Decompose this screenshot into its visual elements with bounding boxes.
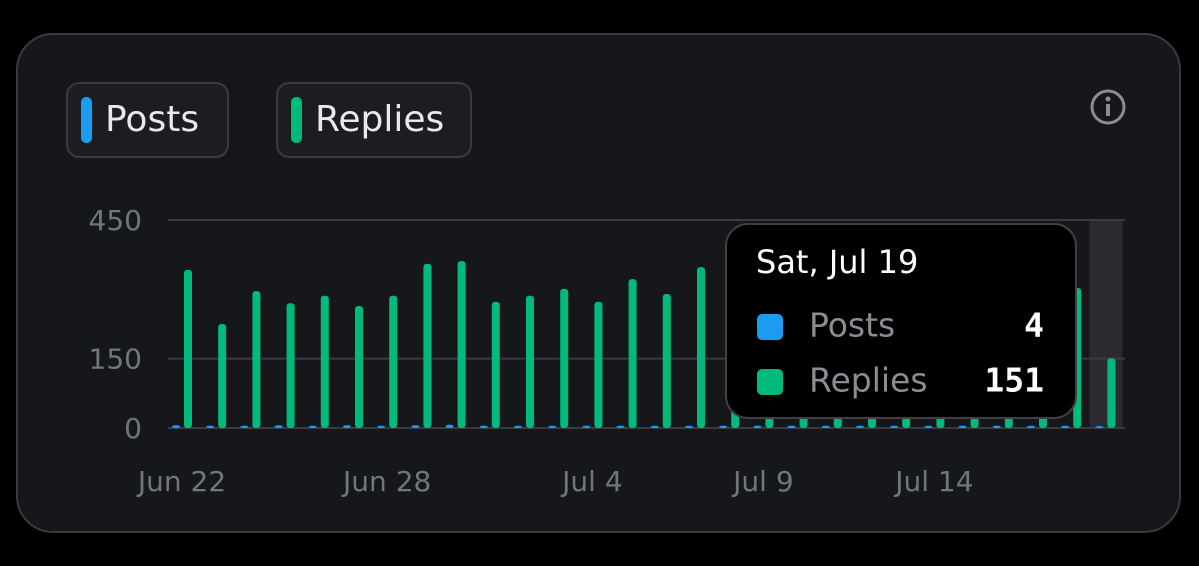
bar — [389, 295, 398, 428]
bar — [856, 425, 864, 428]
bar — [958, 425, 967, 428]
x-tick-label: Jul 4 — [560, 465, 623, 498]
legend-label[interactable]: Posts — [105, 99, 199, 140]
legend-replies[interactable]: Replies — [276, 82, 472, 158]
bar — [308, 425, 317, 428]
bar — [582, 425, 591, 428]
bar — [479, 425, 488, 428]
bar — [355, 305, 363, 428]
bar — [240, 425, 249, 428]
legend-label[interactable]: Replies — [315, 99, 444, 140]
bar — [753, 425, 762, 428]
bar — [320, 295, 329, 428]
bar — [1027, 425, 1035, 428]
bar — [172, 425, 180, 428]
tooltip-value: 4 — [1024, 306, 1044, 345]
bar — [252, 291, 261, 428]
bar — [445, 424, 454, 428]
y-tick-label: 150 — [89, 343, 142, 376]
bar — [662, 293, 671, 428]
x-tick-label: Jun 22 — [136, 465, 226, 498]
bar — [206, 425, 215, 428]
y-tick-label: 0 — [124, 412, 142, 445]
bar — [890, 425, 899, 428]
bar — [628, 279, 637, 428]
bar — [650, 425, 659, 428]
hover-band — [1089, 220, 1123, 428]
bar — [787, 425, 796, 428]
bar — [1095, 426, 1104, 428]
bar — [1107, 358, 1116, 428]
bar — [924, 425, 933, 428]
x-tick-label: Jul 14 — [893, 465, 973, 498]
legend-swatch — [81, 97, 92, 143]
y-tick-label: 450 — [89, 204, 142, 237]
bar — [594, 301, 603, 428]
legend-swatch — [291, 97, 302, 143]
bar — [548, 425, 557, 428]
bar — [514, 425, 522, 428]
tooltip-swatch — [757, 314, 783, 340]
info-icon[interactable] — [1090, 89, 1126, 125]
bar — [286, 303, 295, 428]
legend-button[interactable] — [276, 82, 472, 158]
bar — [274, 425, 283, 428]
legend-posts[interactable]: Posts — [66, 82, 229, 158]
bar — [821, 425, 830, 428]
bar — [218, 324, 227, 428]
bar — [992, 425, 1001, 428]
tooltip-title: Sat, Jul 19 — [756, 243, 918, 281]
tooltip: Sat, Jul 19 Posts 4 Replies 151 — [725, 223, 1077, 419]
bar — [697, 267, 705, 428]
bar — [560, 288, 569, 428]
tooltip-series: Replies — [809, 361, 928, 400]
tooltip-series: Posts — [809, 306, 895, 345]
bar — [457, 261, 466, 428]
tooltip-value: 151 — [984, 361, 1044, 400]
tooltip-box — [725, 223, 1077, 419]
bar — [1061, 425, 1070, 428]
x-tick-label: Jul 9 — [731, 465, 794, 498]
bar — [184, 269, 192, 428]
bar — [343, 425, 351, 428]
bar — [377, 425, 386, 428]
bar — [411, 425, 420, 428]
bar — [719, 425, 728, 428]
tooltip-swatch — [757, 369, 783, 395]
bar — [491, 301, 500, 428]
bar — [526, 295, 534, 428]
bar — [423, 263, 432, 428]
bar — [685, 425, 693, 428]
bar — [616, 425, 625, 428]
x-tick-label: Jun 28 — [341, 465, 431, 498]
legend-button[interactable] — [66, 82, 229, 158]
